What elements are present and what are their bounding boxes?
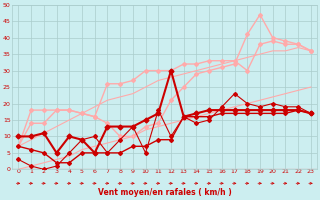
- X-axis label: Vent moyen/en rafales ( km/h ): Vent moyen/en rafales ( km/h ): [98, 188, 231, 197]
